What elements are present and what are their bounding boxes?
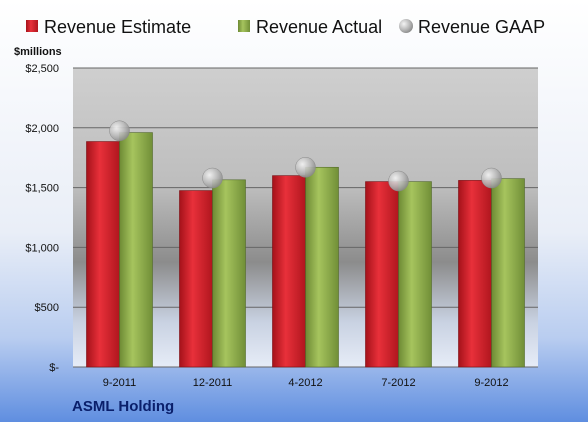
company-name: ASML Holding: [72, 398, 174, 415]
units-label: $millions: [14, 46, 62, 58]
marker-revenue-gaap: [481, 167, 502, 189]
y-tick-label: $1,500: [25, 183, 59, 195]
legend-label: Revenue Actual: [256, 17, 382, 37]
legend-swatch: [399, 19, 413, 33]
bar-revenue-actual: [119, 132, 153, 368]
marker-revenue-gaap: [295, 157, 316, 178]
x-tick-label: 4-2012: [288, 377, 322, 389]
legend-swatch: [238, 20, 250, 32]
bar-revenue-estimate: [86, 141, 120, 368]
bar-revenue-actual: [305, 166, 339, 368]
x-tick-label: 12-2011: [193, 377, 233, 389]
x-tick-label: 9-2011: [103, 377, 136, 389]
y-axis-ticks: $- $500 $1,000 $1,500 $2,000 $2,500: [25, 63, 59, 374]
legend-swatch: [26, 20, 38, 32]
y-tick-label: $-: [49, 362, 59, 374]
bar-revenue-actual: [491, 178, 525, 368]
x-tick-label: 7-2012: [381, 377, 415, 389]
legend: Revenue Estimate Revenue Actual Revenue GA…: [26, 17, 545, 37]
legend-label: Revenue GAAP: [418, 17, 545, 37]
marker-revenue-gaap: [202, 167, 223, 189]
gaap-markers: [109, 120, 502, 192]
x-tick-label: 9-2012: [474, 377, 508, 389]
y-tick-label: $1,000: [25, 242, 59, 254]
bars: [86, 132, 525, 368]
bar-revenue-estimate: [365, 181, 399, 368]
y-tick-label: $500: [35, 302, 59, 314]
bar-revenue-actual: [212, 179, 246, 368]
y-tick-label: $2,500: [25, 63, 59, 75]
y-tick-label: $2,000: [25, 123, 59, 135]
bar-revenue-actual: [398, 181, 432, 368]
marker-revenue-gaap: [388, 170, 409, 192]
bar-revenue-estimate: [272, 175, 306, 368]
x-axis-ticks: 9-2011 12-2011 4-2012 7-2012 9-2012: [103, 377, 509, 389]
bar-revenue-estimate: [179, 190, 213, 368]
legend-label: Revenue Estimate: [44, 17, 191, 37]
marker-revenue-gaap: [109, 120, 130, 142]
bar-revenue-estimate: [458, 180, 492, 368]
